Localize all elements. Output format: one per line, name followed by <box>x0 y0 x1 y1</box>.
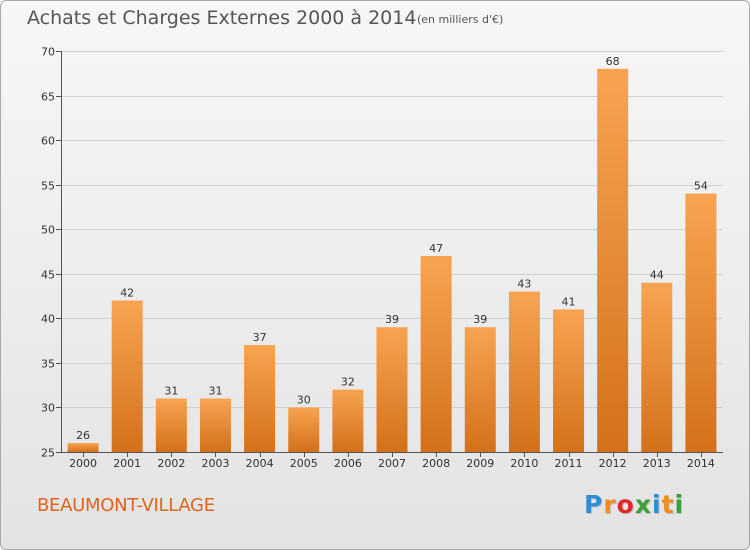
bar <box>332 389 364 452</box>
bar <box>420 255 452 452</box>
bar <box>597 68 629 453</box>
axes <box>56 51 723 457</box>
x-tick-label: 2001 <box>113 457 141 470</box>
data-label: 31 <box>208 385 222 398</box>
y-tick-label: 30 <box>41 402 55 415</box>
data-label: 37 <box>253 331 267 344</box>
bar <box>288 407 320 452</box>
data-label: 26 <box>76 429 90 442</box>
x-tick-label: 2011 <box>555 457 583 470</box>
bar <box>199 398 231 452</box>
data-label: 54 <box>694 180 708 193</box>
x-tick-label: 2013 <box>643 457 671 470</box>
data-label: 42 <box>120 287 134 300</box>
data-label: 31 <box>164 385 178 398</box>
data-label: 41 <box>562 295 576 308</box>
bar <box>155 398 187 452</box>
y-tick-label: 35 <box>41 358 55 371</box>
y-tick-label: 40 <box>41 313 55 326</box>
x-tick-label: 2010 <box>510 457 538 470</box>
x-tick-label: 2005 <box>290 457 318 470</box>
logo-letter: P <box>584 490 604 519</box>
bar <box>508 291 540 452</box>
logo-letter: o <box>616 490 635 519</box>
bars <box>67 68 717 453</box>
x-tick-label: 2009 <box>466 457 494 470</box>
bar <box>111 300 143 452</box>
bar <box>553 309 585 452</box>
data-label: 39 <box>385 313 399 326</box>
y-tick-label: 60 <box>41 135 55 148</box>
y-tick-label: 65 <box>41 91 55 104</box>
x-tick-label: 2000 <box>69 457 97 470</box>
x-tick-label: 2002 <box>157 457 185 470</box>
city-name: BEAUMONT-VILLAGE <box>37 495 215 516</box>
logo-letter: r <box>603 490 617 519</box>
data-label: 43 <box>517 278 531 291</box>
bar <box>244 345 276 452</box>
data-label: 39 <box>473 313 487 326</box>
y-tick-label: 45 <box>41 269 55 282</box>
data-label: 30 <box>297 393 311 406</box>
y-tick-label: 25 <box>41 447 55 460</box>
data-label: 47 <box>429 242 443 255</box>
chart-subtitle: (en milliers d'€) <box>417 13 504 26</box>
x-tick-label: 2008 <box>422 457 450 470</box>
x-tick-label: 2014 <box>687 457 715 470</box>
bar <box>67 443 99 452</box>
data-label: 68 <box>606 55 620 68</box>
y-tick-label: 50 <box>41 224 55 237</box>
x-tick-label: 2007 <box>378 457 406 470</box>
logo-letter: t <box>661 490 675 519</box>
labels: 25 30 35 40 45 50 55 60 65 70 2000 26 2001 42 2002 31 20… <box>41 46 715 471</box>
x-tick-label: 2006 <box>334 457 362 470</box>
proxiti-logo: Proxiti <box>584 490 684 519</box>
data-label: 44 <box>650 269 664 282</box>
logo-letter: i <box>674 490 685 519</box>
bar <box>464 327 496 452</box>
data-label: 32 <box>341 376 355 389</box>
logo-letter: i <box>652 490 662 519</box>
bar <box>376 327 408 452</box>
y-tick-label: 70 <box>41 46 55 59</box>
logo-letter: x <box>634 490 652 519</box>
bar <box>685 193 717 453</box>
x-tick-label: 2003 <box>201 457 229 470</box>
x-tick-label: 2012 <box>599 457 627 470</box>
chart-title: Achats et Charges Externes 2000 à 2014 <box>27 7 417 29</box>
bar <box>641 282 673 452</box>
x-tick-label: 2004 <box>246 457 274 470</box>
y-tick-label: 55 <box>41 180 55 193</box>
